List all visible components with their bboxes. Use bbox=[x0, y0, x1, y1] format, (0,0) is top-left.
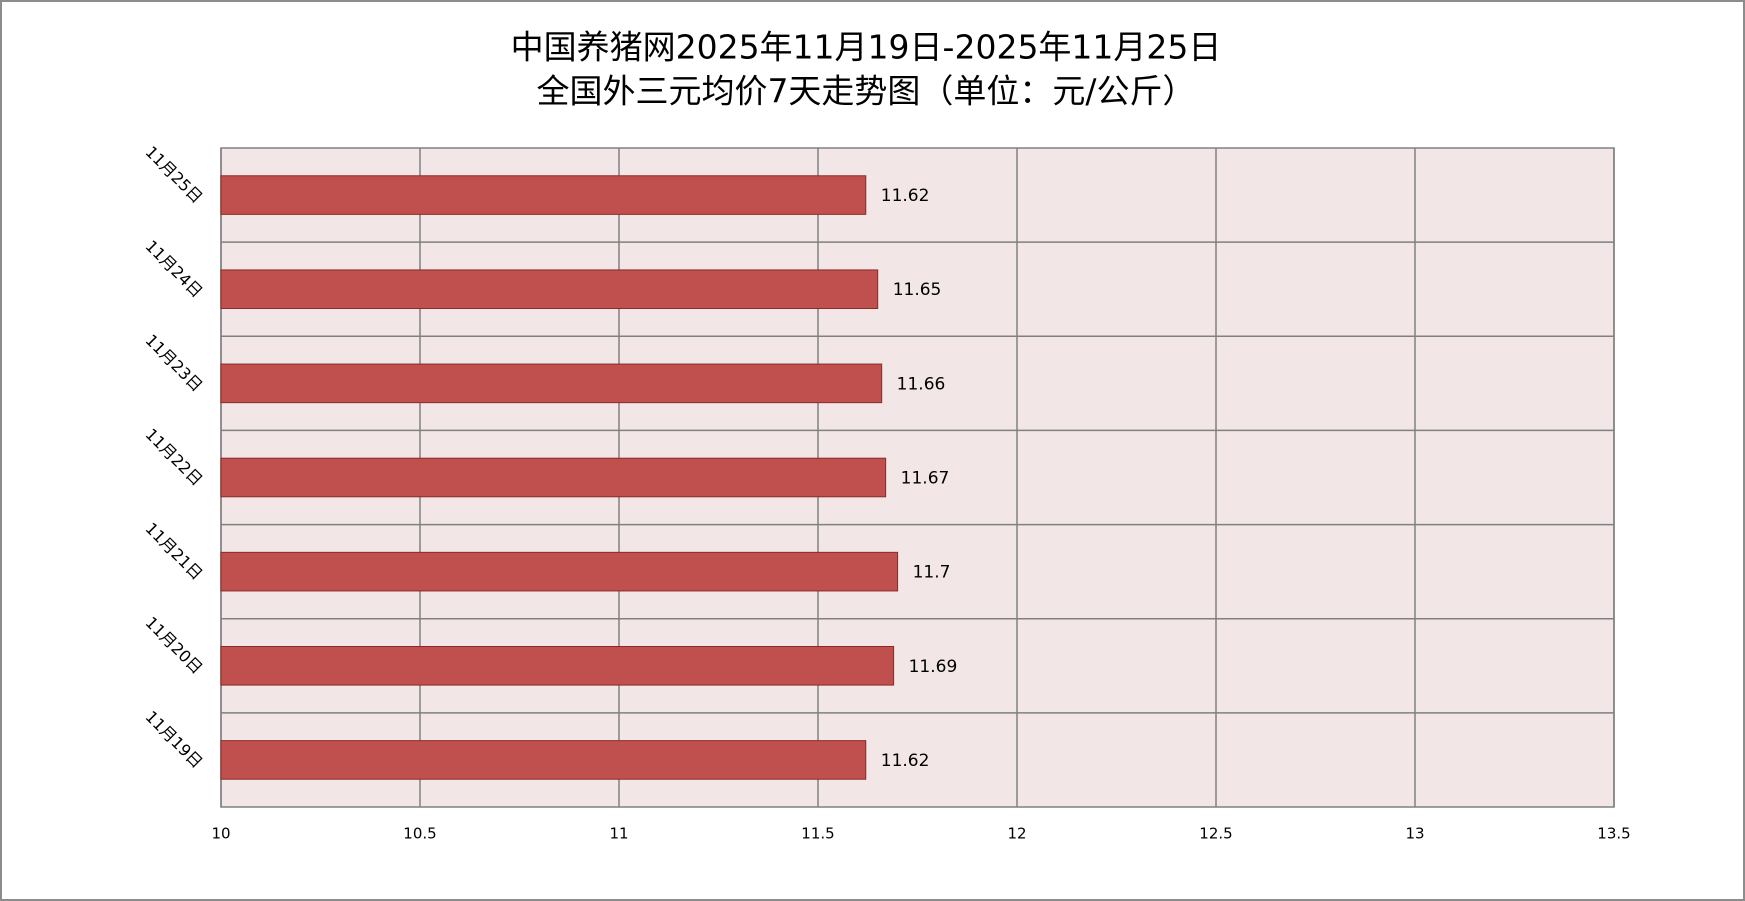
bar bbox=[220, 645, 895, 686]
data-label: 11.62 bbox=[881, 186, 930, 206]
x-tick-label: 10 bbox=[211, 825, 230, 843]
data-label: 11.65 bbox=[893, 280, 942, 300]
data-label: 11.66 bbox=[897, 374, 946, 394]
bar bbox=[220, 740, 867, 780]
chart-subtitle: 全国外三元均价7天走势图（单位：元/公斤） bbox=[536, 72, 1195, 111]
data-label: 11.62 bbox=[881, 751, 930, 771]
chart-title: 中国养猪网2025年11月19日-2025年11月25日 bbox=[511, 28, 1222, 67]
x-tick-label: 12 bbox=[1007, 825, 1026, 843]
x-tick-label: 13.5 bbox=[1597, 825, 1630, 843]
data-label: 11.69 bbox=[909, 657, 958, 677]
bar bbox=[220, 457, 887, 498]
x-tick-label: 10.5 bbox=[403, 825, 436, 843]
x-tick-label: 11.5 bbox=[801, 825, 834, 843]
x-tick-label: 12.5 bbox=[1199, 825, 1232, 843]
data-label: 11.67 bbox=[901, 469, 950, 489]
x-tick-label: 11 bbox=[609, 825, 628, 843]
data-label: 11.7 bbox=[913, 563, 951, 583]
bar bbox=[220, 175, 867, 215]
bar bbox=[220, 269, 879, 310]
bar bbox=[220, 363, 883, 404]
bar bbox=[220, 551, 899, 592]
x-tick-label: 13 bbox=[1405, 825, 1424, 843]
